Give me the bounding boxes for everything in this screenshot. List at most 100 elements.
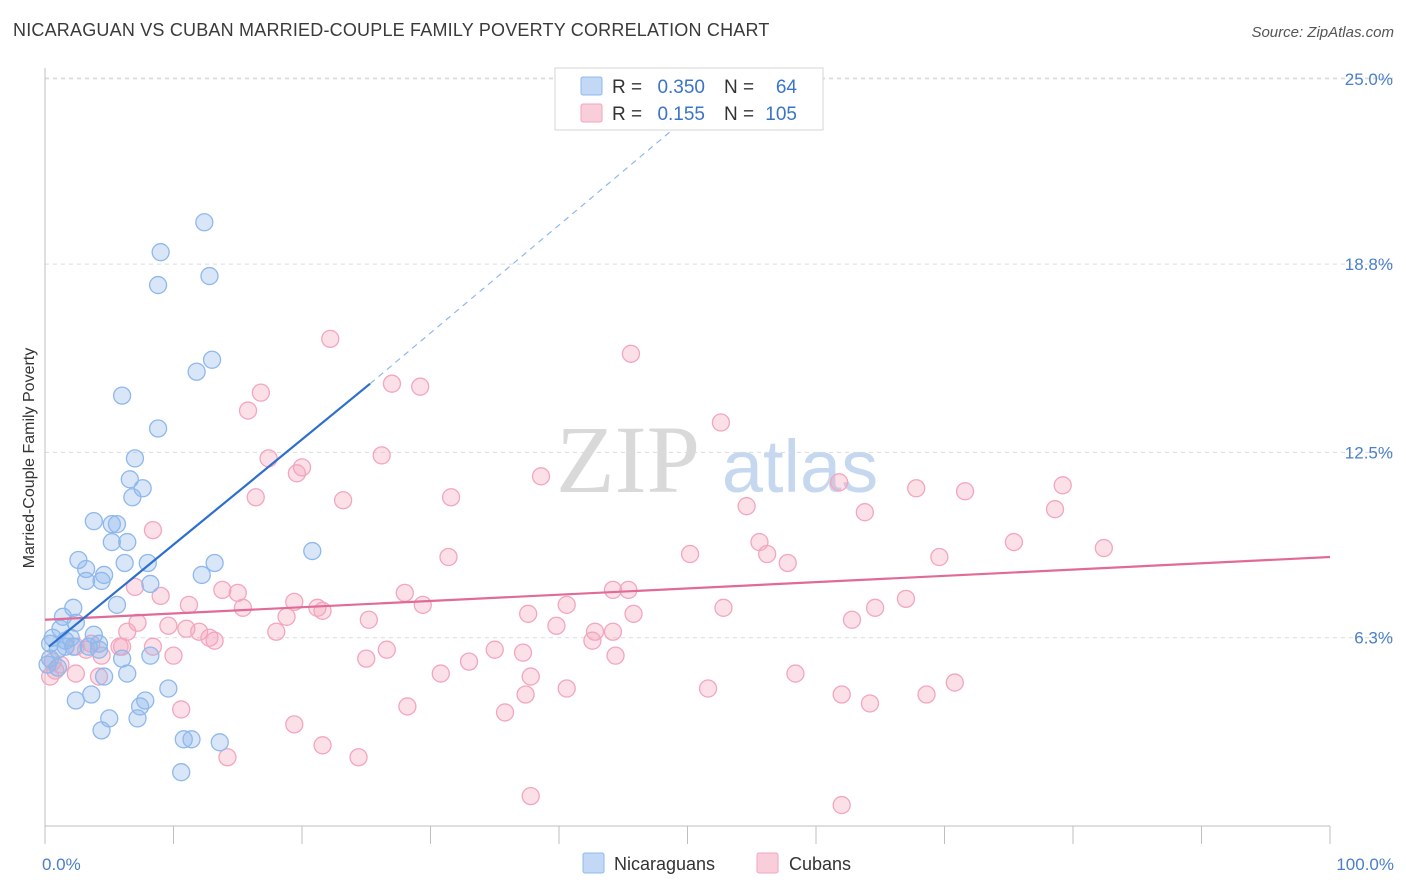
- cuban-point: [624, 604, 643, 623]
- watermark: ZIP atlas: [556, 406, 878, 513]
- cuban-point: [382, 374, 402, 393]
- nicaraguan-point: [128, 709, 147, 728]
- nicaraguans-trend-line: [48, 382, 371, 648]
- cuban-point: [855, 503, 874, 522]
- cuban-point: [832, 685, 851, 704]
- cuban-point: [495, 703, 515, 722]
- legend-n-label: N =: [724, 104, 754, 125]
- cuban-point: [521, 786, 540, 806]
- x-tick-label-min: 0.0%: [42, 855, 81, 874]
- cuban-point: [896, 589, 916, 609]
- cuban-point: [233, 598, 253, 617]
- chart-title: NICARAGUAN VS CUBAN MARRIED-COUPLE FAMIL…: [13, 20, 770, 40]
- cuban-point: [547, 616, 566, 635]
- legend-r-value: 0.155: [657, 104, 705, 125]
- cuban-point: [865, 598, 885, 617]
- cuban-point: [151, 586, 170, 606]
- nicaraguan-point: [118, 664, 137, 683]
- nicaraguan-point: [151, 243, 170, 262]
- nicaraguan-point: [89, 634, 109, 653]
- cuban-point: [218, 748, 237, 767]
- nicaraguan-point: [159, 679, 178, 698]
- source-label: Source: ZipAtlas.com: [1251, 24, 1394, 41]
- cuban-point: [698, 679, 718, 698]
- cuban-point: [829, 473, 849, 492]
- nicaraguan-point: [79, 637, 98, 656]
- nicaraguan-point: [120, 470, 139, 489]
- watermark-zip: ZIP: [556, 406, 700, 513]
- cuban-point: [238, 401, 258, 420]
- nicaraguan-point: [66, 691, 85, 710]
- x-tick-label-max: 100.0%: [1336, 855, 1394, 874]
- nicaraguan-point: [182, 730, 201, 749]
- nicaraguan-point: [205, 553, 224, 573]
- cuban-point: [395, 583, 414, 603]
- cuban-point: [125, 577, 145, 597]
- cuban-point: [621, 344, 641, 363]
- cuban-point: [907, 479, 926, 498]
- cuban-point: [680, 544, 700, 564]
- bottom-legend-swatch-cubans: [756, 852, 779, 874]
- nicaraguan-point: [94, 667, 114, 686]
- cuban-point: [333, 491, 353, 510]
- cuban-point: [711, 413, 731, 432]
- cuban-point: [603, 580, 623, 600]
- legend-n-value: 64: [776, 77, 798, 98]
- cuban-point: [606, 646, 625, 665]
- legend: R = 0.350 N = 64 R = 0.155 N = 105: [554, 67, 824, 131]
- nicaraguan-point: [141, 646, 160, 665]
- nicaraguan-point: [48, 658, 67, 677]
- cuban-point: [619, 580, 638, 600]
- nicaraguan-point: [102, 532, 121, 552]
- cuban-point: [778, 553, 797, 573]
- cuban-point: [441, 488, 461, 507]
- nicaraguan-point: [89, 640, 109, 659]
- cuban-point: [246, 488, 265, 507]
- cuban-point: [251, 383, 271, 402]
- cuban-point: [267, 622, 286, 641]
- axes: [44, 68, 1331, 844]
- nicaraguan-point: [202, 350, 222, 369]
- cuban-point: [917, 685, 936, 704]
- cuban-point: [377, 640, 396, 659]
- cuban-point: [603, 622, 623, 641]
- bottom-legend-label-cubans: Cubans: [789, 854, 851, 874]
- nicaraguan-point: [38, 655, 57, 674]
- cuban-point: [431, 664, 450, 683]
- cuban-point: [737, 497, 756, 516]
- nicaraguan-point: [107, 595, 127, 614]
- nicaraguan-point: [210, 733, 229, 752]
- legend-n-label: N =: [724, 77, 754, 98]
- cuban-point: [164, 646, 183, 665]
- cuban-point: [259, 449, 278, 468]
- cuban-point: [321, 329, 340, 348]
- nicaraguan-point: [148, 275, 168, 295]
- cuban-point: [411, 377, 430, 396]
- cuban-point: [930, 547, 949, 567]
- legend-swatch-nicaraguans: [580, 76, 603, 96]
- cuban-point: [200, 628, 219, 647]
- grid-lines: [45, 77, 1394, 639]
- cuban-point: [786, 664, 805, 683]
- legend-r-label: R =: [612, 77, 642, 98]
- cuban-point: [439, 547, 458, 567]
- cuban-point: [349, 748, 368, 767]
- cuban-point: [66, 664, 85, 683]
- legend-r-label: R =: [612, 104, 642, 125]
- cuban-point: [172, 700, 191, 719]
- nicaraguan-point: [303, 541, 322, 561]
- nicaraguan-point: [148, 419, 168, 438]
- nicaraguan-point: [195, 213, 214, 232]
- legend-n-value: 105: [765, 104, 797, 125]
- cuban-point: [190, 622, 209, 641]
- bottom-legend: Nicaraguans Cubans: [582, 852, 851, 874]
- nicaraguan-point: [64, 637, 83, 656]
- cuban-point: [159, 616, 178, 635]
- nicaraguan-point: [112, 386, 132, 405]
- nicaraguan-point: [102, 514, 121, 534]
- nicaraguan-point: [92, 571, 111, 591]
- nicaraguan-point: [200, 266, 219, 286]
- nicaraguan-point: [84, 512, 103, 531]
- nicaraguan-point: [82, 685, 101, 704]
- nicaraguan-point: [115, 553, 134, 573]
